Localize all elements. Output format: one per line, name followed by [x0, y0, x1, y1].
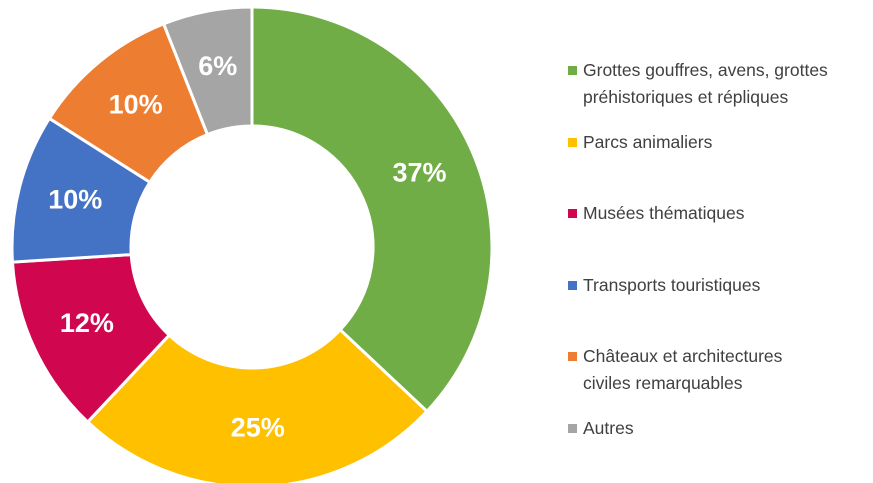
legend-swatch — [568, 280, 577, 290]
donut-slice — [161, 5, 254, 137]
legend-label: Musées thématiques — [583, 203, 745, 224]
legend-label: Parcs animaliers — [583, 131, 713, 152]
legend-swatch — [568, 209, 577, 219]
slice-label: 10% — [48, 185, 102, 215]
slice-label: 6% — [198, 51, 237, 81]
legend-item: Grottes gouffres, avens, grottes préhist… — [568, 57, 873, 111]
legend-item: Parcs animaliers — [568, 129, 873, 156]
slice-label: 10% — [109, 90, 163, 120]
legend-label: Autres — [583, 418, 634, 438]
legend-item: Musées thématiques — [568, 200, 873, 227]
legend-label: Transports touristiques — [583, 274, 761, 295]
donut-slice — [85, 327, 430, 483]
slice-label: 37% — [392, 158, 446, 188]
legend-label: Châteaux et architectures civiles remarq… — [583, 346, 783, 394]
slice-label: 25% — [231, 413, 285, 443]
legend-swatch — [568, 352, 577, 362]
donut-slice — [10, 253, 172, 425]
legend-swatch — [568, 137, 577, 147]
donut-slice — [250, 5, 494, 414]
legend-swatch — [568, 424, 577, 433]
legend-item: Transports touristiques — [568, 272, 873, 299]
legend-item: Autres — [568, 415, 873, 442]
legend-label: Grottes gouffres, avens, grottes préhist… — [583, 60, 828, 107]
legend-swatch — [568, 66, 577, 75]
legend-item: Châteaux et architectures civiles remarq… — [568, 343, 808, 397]
slice-label: 12% — [60, 308, 114, 338]
